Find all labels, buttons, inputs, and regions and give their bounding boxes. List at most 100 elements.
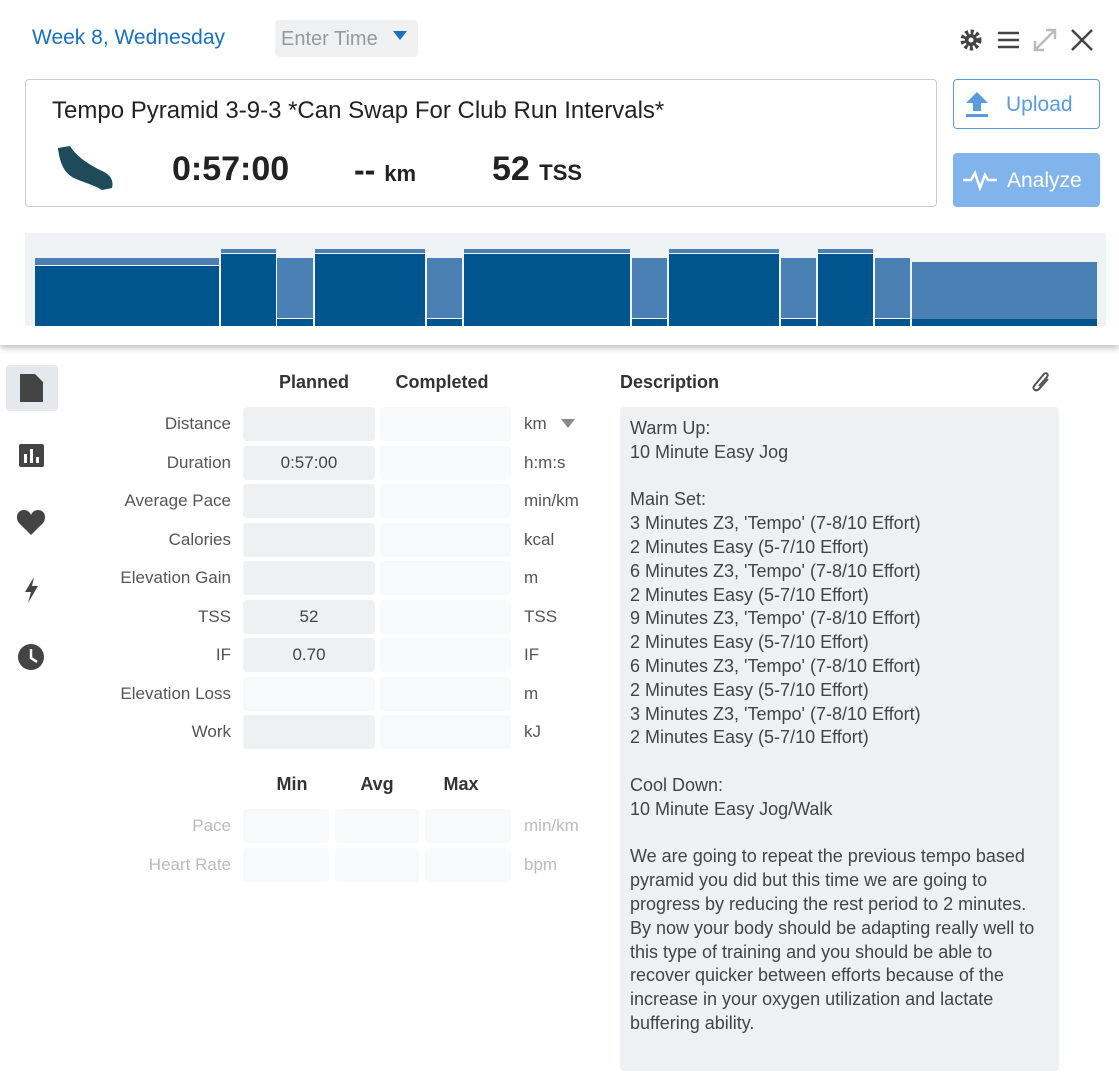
unit: min/km (524, 816, 579, 835)
time-placeholder: Enter Time (281, 28, 378, 50)
description-line: 6 Minutes Z3, 'Tempo' (7-8/10 Effort) (630, 560, 921, 581)
description-line: 2 Minutes Easy (5-7/10 Effort) (630, 632, 869, 653)
range-field[interactable] (335, 809, 419, 843)
range-header: Max (443, 774, 479, 794)
row-label: Average Pace (124, 491, 231, 510)
unit: m (524, 568, 539, 587)
range-header: Avg (360, 774, 394, 794)
unit: IF (524, 645, 540, 664)
range-field[interactable] (335, 847, 419, 882)
range-field[interactable] (425, 847, 511, 882)
unit: kcal (524, 529, 555, 549)
description-line: 2 Minutes Easy (5-7/10 Effort) (630, 727, 869, 748)
duration: 0:57:00 (172, 150, 290, 188)
row-label: Calories (168, 529, 231, 549)
run-icon (58, 146, 113, 190)
completed-field[interactable] (380, 407, 511, 441)
settings-icon[interactable] (960, 29, 982, 51)
row-label: Distance (164, 414, 231, 433)
charts-tab[interactable] (19, 444, 44, 467)
tss-unit: TSS (539, 160, 583, 185)
analyze-button[interactable]: Analyze (953, 153, 1100, 207)
time-input[interactable]: Enter Time (275, 20, 418, 57)
distance: -- km (354, 152, 416, 189)
workout-summary-panel: Week 8, Wednesday Enter Time Tempo Pyram… (0, 0, 1119, 345)
row-label: Work (191, 722, 231, 741)
completed-field[interactable] (380, 638, 511, 672)
description-line: By now your body should be adapting real… (630, 917, 1035, 1033)
planned-field[interactable] (243, 407, 375, 441)
row-label: Pace (192, 816, 231, 835)
range-field[interactable] (243, 809, 329, 843)
column-header: Planned (278, 372, 350, 392)
range-field[interactable] (243, 847, 329, 882)
unit: kJ (524, 722, 541, 741)
completed-field[interactable] (380, 599, 511, 634)
planned-field[interactable]: 0:57:00 (243, 445, 375, 480)
planned-field[interactable] (243, 522, 375, 557)
dropdown-arrow (393, 31, 407, 40)
description-line: 2 Minutes Easy (5-7/10 Effort) (630, 584, 869, 605)
completed-field[interactable] (380, 676, 511, 711)
details-tab[interactable] (20, 374, 43, 402)
description-line: 10 Minute Easy Jog/Walk (630, 798, 833, 819)
expand-icon[interactable] (1033, 28, 1057, 52)
unit: TSS (524, 606, 558, 626)
row-label: Heart Rate (148, 854, 231, 874)
description-box: Warm Up: 10 Minute Easy Jog Main Set: 3 Min… (620, 407, 1059, 1071)
day-title: Week 8, Wednesday (32, 26, 225, 49)
description-line: 2 Minutes Easy (5-7/10 Effort) (630, 679, 869, 700)
description-line: 2 Minutes Easy (5-7/10 Effort) (630, 536, 869, 557)
column-header: Completed (395, 372, 489, 392)
description-paragraph: Warm Up: 10 Minute Easy Jog (630, 417, 1049, 465)
description-line: 3 Minutes Z3, 'Tempo' (7-8/10 Effort) (630, 703, 921, 724)
planned-field[interactable] (243, 715, 375, 749)
planned-field[interactable]: 0.70 (243, 638, 375, 672)
planned-field[interactable]: 52 (243, 599, 375, 634)
tss: 52 TSS (492, 150, 582, 189)
toolbar-icons (960, 28, 1093, 52)
unit: min/km (524, 491, 579, 510)
heart-tab[interactable] (16, 510, 46, 535)
power-tab[interactable] (25, 577, 38, 603)
upload-label: Upload (1006, 93, 1073, 116)
completed-field[interactable] (380, 561, 511, 595)
workout-card: Tempo Pyramid 3-9-3 *Can Swap For Club R… (25, 79, 937, 207)
description-line: Main Set: (630, 489, 707, 510)
description-line: 10 Minute Easy Jog (630, 441, 789, 462)
completed-field[interactable] (380, 445, 511, 480)
completed-field[interactable] (380, 522, 511, 557)
unit-dropdown[interactable] (561, 419, 575, 429)
row-label: IF (215, 645, 231, 664)
row-label: TSS (197, 606, 231, 626)
side-tabs (16, 374, 46, 670)
planned-field[interactable] (243, 676, 375, 711)
planned-field[interactable] (243, 484, 375, 518)
time-tab[interactable] (18, 644, 44, 670)
description-title: Description (620, 372, 720, 392)
attach-icon[interactable] (1028, 367, 1054, 395)
completed-field[interactable] (380, 715, 511, 749)
range-header: Min (276, 774, 308, 794)
row-label: Elevation Loss (120, 683, 231, 703)
description-paragraph: Cool Down: 10 Minute Easy Jog/Walk (630, 774, 1049, 822)
menu-icon[interactable] (998, 31, 1019, 49)
workout-name: Tempo Pyramid 3-9-3 *Can Swap For Club R… (52, 97, 665, 124)
completed-field[interactable] (380, 484, 511, 518)
description-line: 6 Minutes Z3, 'Tempo' (7-8/10 Effort) (630, 655, 921, 676)
description-line: 9 Minutes Z3, 'Tempo' (7-8/10 Effort) (630, 608, 921, 629)
description-line: Warm Up: (630, 418, 711, 438)
analyze-icon (963, 169, 997, 191)
unit: km (524, 414, 547, 433)
upload-icon (966, 92, 988, 117)
range-field[interactable] (425, 809, 511, 843)
tss-value: 52 (492, 150, 530, 188)
unit: h:m:s (524, 452, 566, 472)
row-label: Elevation Gain (120, 568, 231, 587)
description-line: We are going to repeat the previous temp… (630, 846, 1027, 914)
close-icon[interactable] (1071, 29, 1093, 51)
planned-field[interactable] (243, 561, 375, 595)
row-label: Duration (166, 452, 231, 472)
upload-button[interactable]: Upload (953, 79, 1100, 129)
